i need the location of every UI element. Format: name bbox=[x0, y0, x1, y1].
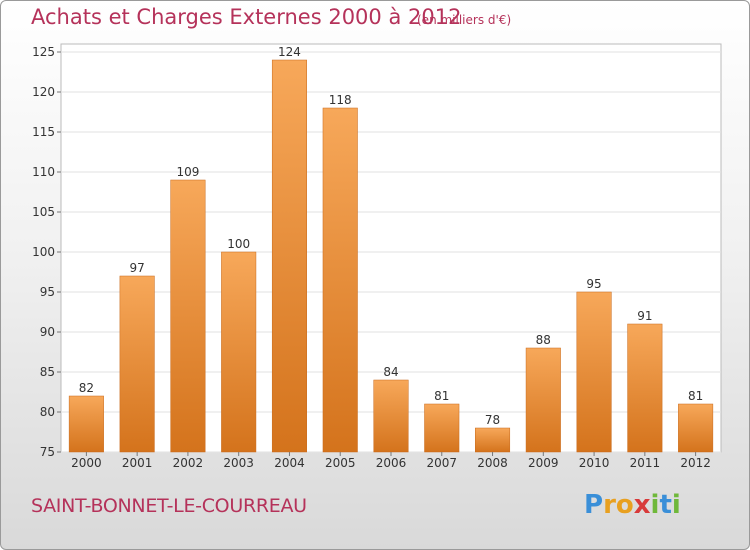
proxiti-logo: Proxiti bbox=[584, 490, 681, 520]
y-tick-label: 85 bbox=[40, 365, 55, 379]
bar bbox=[627, 323, 663, 453]
y-tick-label: 100 bbox=[32, 245, 55, 259]
y-tick-label: 95 bbox=[40, 285, 55, 299]
x-tick-label: 2012 bbox=[680, 456, 711, 470]
logo-letter: r bbox=[603, 490, 616, 520]
x-tick-label: 2009 bbox=[528, 456, 559, 470]
bar bbox=[271, 59, 307, 453]
data-label: 109 bbox=[176, 165, 199, 179]
x-tick-label: 2010 bbox=[579, 456, 610, 470]
data-label: 81 bbox=[688, 389, 703, 403]
x-tick-label: 2008 bbox=[477, 456, 508, 470]
data-label: 81 bbox=[434, 389, 449, 403]
data-label: 124 bbox=[278, 45, 301, 59]
x-tick-label: 2000 bbox=[71, 456, 102, 470]
bar bbox=[373, 379, 409, 453]
y-tick-label: 105 bbox=[32, 205, 55, 219]
y-tick-label: 125 bbox=[32, 45, 55, 59]
x-tick-label: 2005 bbox=[325, 456, 356, 470]
logo-letter: i bbox=[671, 490, 681, 520]
data-label: 91 bbox=[637, 309, 652, 323]
logo-letter: x bbox=[633, 490, 651, 520]
x-tick-label: 2002 bbox=[173, 456, 204, 470]
y-tick-label: 75 bbox=[40, 445, 55, 459]
bar bbox=[170, 179, 206, 453]
data-label: 78 bbox=[485, 413, 500, 427]
chart-title: Achats et Charges Externes 2000 à 2012 bbox=[31, 5, 462, 29]
data-label: 95 bbox=[586, 277, 601, 291]
x-tick-label: 2004 bbox=[274, 456, 305, 470]
bar bbox=[678, 403, 714, 453]
bar bbox=[68, 395, 104, 453]
x-tick-label: 2003 bbox=[223, 456, 254, 470]
x-tick-label: 2006 bbox=[376, 456, 407, 470]
data-label: 97 bbox=[130, 261, 145, 275]
data-label: 82 bbox=[79, 381, 94, 395]
logo-letter: t bbox=[659, 490, 672, 520]
logo-letter: i bbox=[650, 490, 660, 520]
bar bbox=[119, 275, 155, 453]
x-tick-label: 2001 bbox=[122, 456, 153, 470]
y-tick-label: 120 bbox=[32, 85, 55, 99]
data-label: 118 bbox=[329, 93, 352, 107]
y-tick-label: 80 bbox=[40, 405, 55, 419]
y-tick-label: 115 bbox=[32, 125, 55, 139]
data-label: 84 bbox=[383, 365, 398, 379]
bar bbox=[525, 347, 561, 453]
x-tick-label: 2011 bbox=[630, 456, 661, 470]
logo-letter: P bbox=[584, 490, 604, 520]
bar bbox=[424, 403, 460, 453]
logo-letter: o bbox=[615, 490, 634, 520]
commune-name: SAINT-BONNET-LE-COURREAU bbox=[31, 495, 307, 517]
bar bbox=[322, 107, 358, 453]
bar bbox=[576, 291, 612, 453]
bar bbox=[475, 427, 511, 453]
data-label: 100 bbox=[227, 237, 250, 251]
bar bbox=[221, 251, 257, 453]
y-tick-label: 110 bbox=[32, 165, 55, 179]
data-label: 88 bbox=[536, 333, 551, 347]
chart-subtitle: (en milliers d'€) bbox=[417, 13, 512, 27]
x-tick-label: 2007 bbox=[426, 456, 457, 470]
y-tick-label: 90 bbox=[40, 325, 55, 339]
